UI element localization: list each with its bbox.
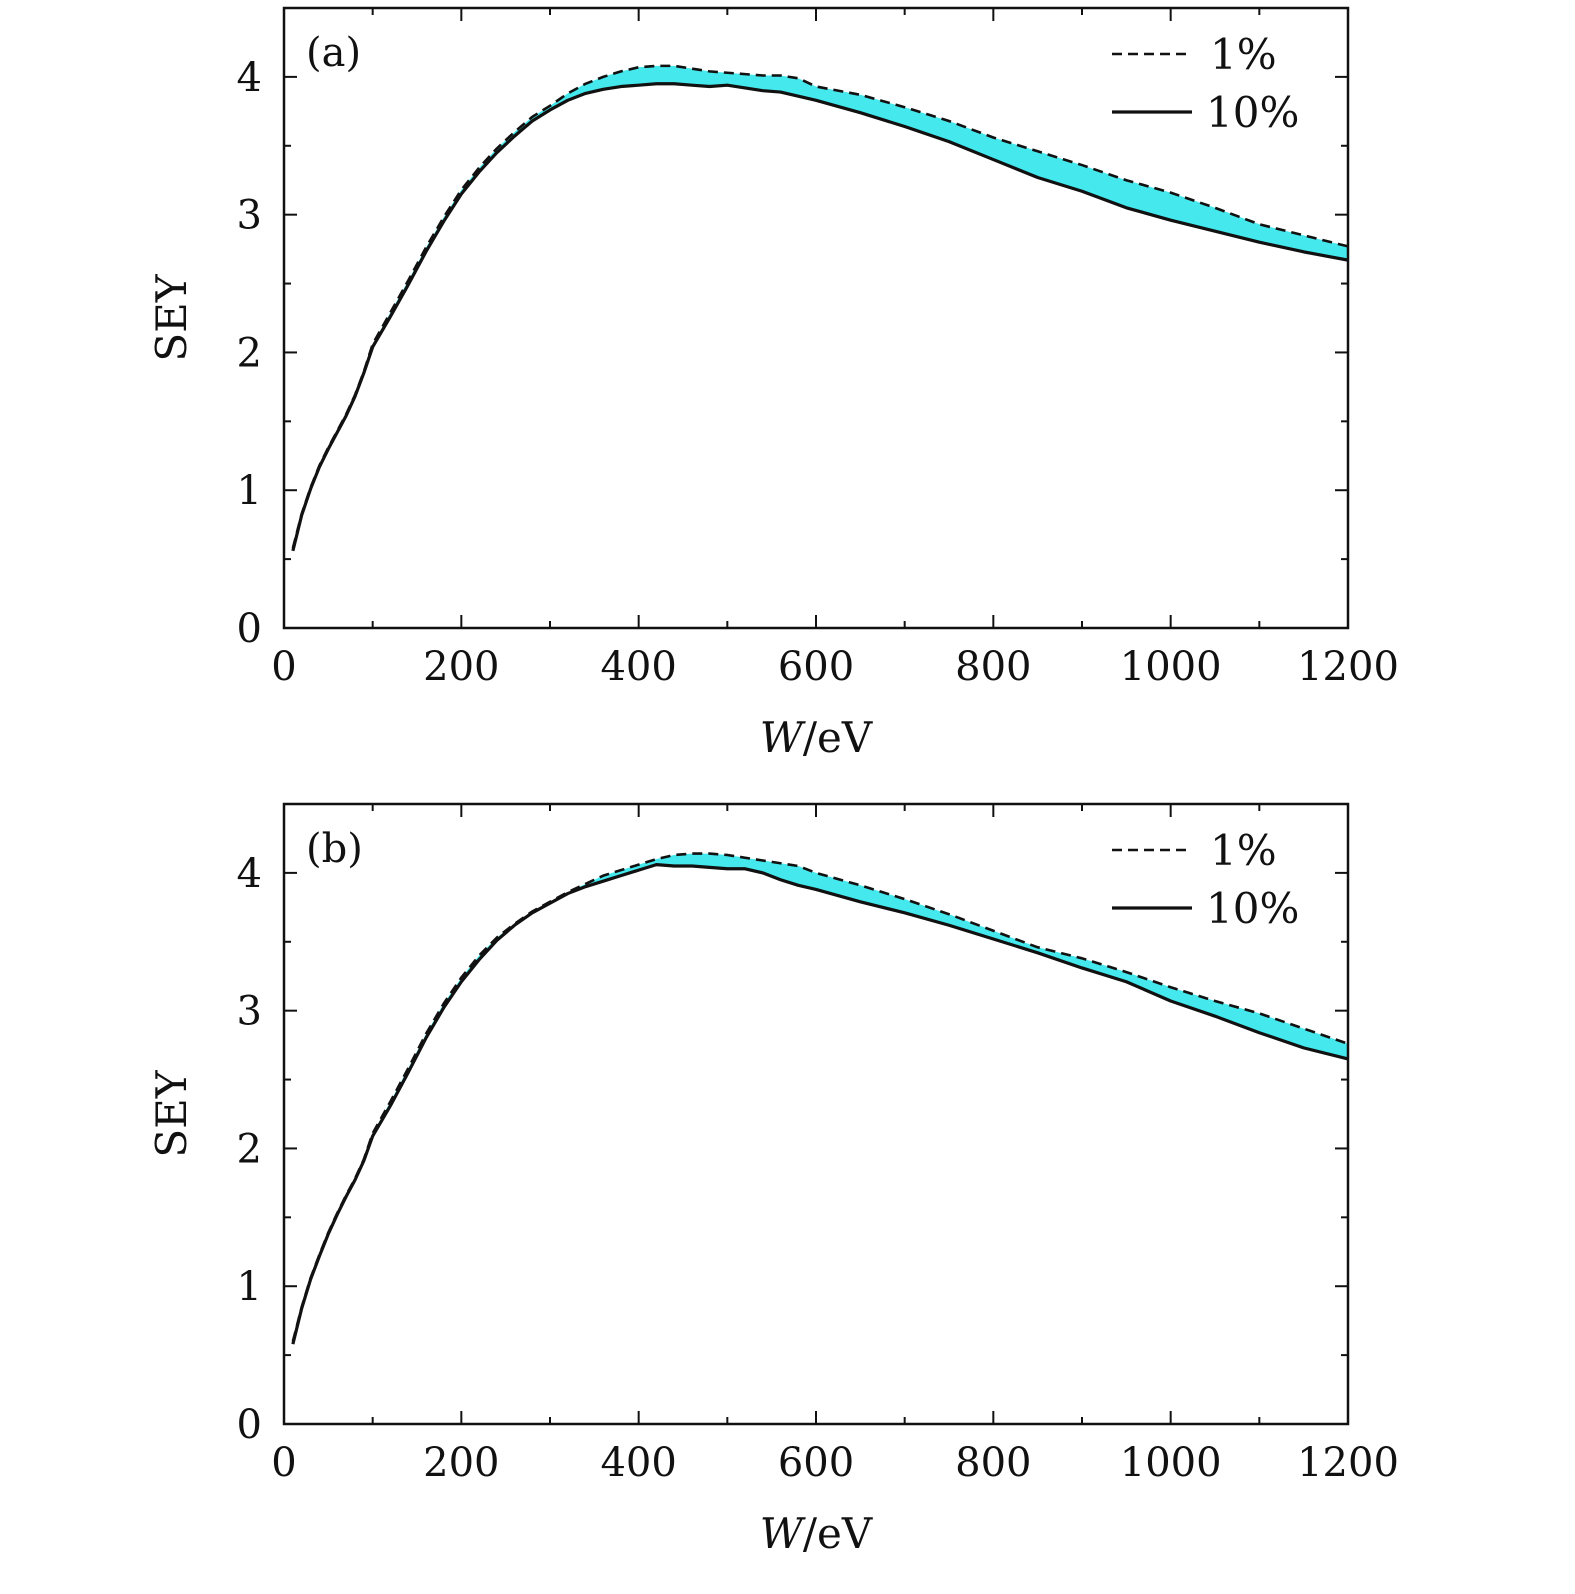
panel-a: 0 200 400 600 800 1000 1200 0 1 2 3 4 (a) 1% 10% W/… bbox=[147, 6, 1399, 762]
y-tick-label-b: 3 bbox=[237, 989, 262, 1035]
x-tick-label-a: 0 bbox=[271, 644, 296, 690]
y-tick-label-b: 0 bbox=[237, 1402, 262, 1448]
legend-label-10pct-a: 10% bbox=[1206, 88, 1299, 137]
x-axis-var-b: W bbox=[760, 1509, 807, 1558]
legend-label-1pct-a: 1% bbox=[1210, 30, 1277, 79]
y-axis-label-b: SEY bbox=[147, 1069, 196, 1157]
lines-layer-b bbox=[291, 852, 1349, 1345]
x-tick-label-b: 600 bbox=[778, 1440, 854, 1486]
y-tick-label-b: 1 bbox=[237, 1264, 262, 1310]
y-axis-label-a: SEY bbox=[147, 273, 196, 361]
x-tick-label-b: 800 bbox=[955, 1440, 1031, 1486]
series-line-dashed-a bbox=[291, 64, 1349, 549]
lines-layer-a bbox=[291, 64, 1349, 552]
x-tick-label-b: 400 bbox=[600, 1440, 676, 1486]
band-layer-b bbox=[292, 853, 1348, 1345]
y-tick-label-a: 1 bbox=[237, 468, 262, 514]
x-tick-label-a: 400 bbox=[600, 644, 676, 690]
x-axis-unit-a: /eV bbox=[803, 713, 873, 762]
x-tick-label-a: 800 bbox=[955, 644, 1031, 690]
x-axis-label-b: W/eV bbox=[760, 1509, 873, 1558]
x-tick-label-a: 1000 bbox=[1120, 644, 1222, 690]
legend-a: 1% 10% bbox=[1112, 30, 1299, 137]
legend-b: 1% 10% bbox=[1112, 826, 1299, 933]
y-tick-label-a: 3 bbox=[237, 193, 262, 239]
x-tick-label-a: 1200 bbox=[1297, 644, 1399, 690]
y-tick-label-b: 4 bbox=[237, 851, 262, 897]
series-line-solid-a bbox=[291, 82, 1349, 552]
x-tick-label-b: 200 bbox=[423, 1440, 499, 1486]
x-axis-unit-b: /eV bbox=[803, 1509, 873, 1558]
x-axis-var-a: W bbox=[760, 713, 807, 762]
series-line-solid-b bbox=[291, 863, 1349, 1345]
y-tick-label-a: 0 bbox=[237, 606, 262, 652]
y-tick-label-a: 4 bbox=[237, 55, 262, 101]
band-fill-b bbox=[292, 853, 1348, 1345]
legend-label-10pct-b: 10% bbox=[1206, 884, 1299, 933]
ticks-layer-a: 0 200 400 600 800 1000 1200 0 1 2 3 4 bbox=[237, 8, 1399, 690]
plot-frame-b bbox=[282, 802, 1350, 1426]
legend-label-1pct-b: 1% bbox=[1210, 826, 1277, 875]
series-line-dashed-b bbox=[291, 852, 1349, 1342]
band-fill-a bbox=[292, 65, 1348, 551]
ticks-layer-b: 0 200 400 600 800 1000 1200 0 1 2 3 4 bbox=[237, 804, 1399, 1486]
band-layer-a bbox=[292, 65, 1348, 551]
x-axis-label-a: W/eV bbox=[760, 713, 873, 762]
y-tick-label-b: 2 bbox=[237, 1126, 262, 1172]
x-tick-label-a: 200 bbox=[423, 644, 499, 690]
x-tick-label-b: 1200 bbox=[1297, 1440, 1399, 1486]
panel-label-a: (a) bbox=[306, 30, 361, 76]
x-tick-label-a: 600 bbox=[778, 644, 854, 690]
x-tick-label-b: 1000 bbox=[1120, 1440, 1222, 1486]
panel-b: 0 200 400 600 800 1000 1200 0 1 2 3 4 (b) 1% 10% W/… bbox=[147, 802, 1399, 1558]
y-tick-label-a: 2 bbox=[237, 330, 262, 376]
x-tick-label-b: 0 bbox=[271, 1440, 296, 1486]
panel-label-b: (b) bbox=[306, 826, 363, 872]
